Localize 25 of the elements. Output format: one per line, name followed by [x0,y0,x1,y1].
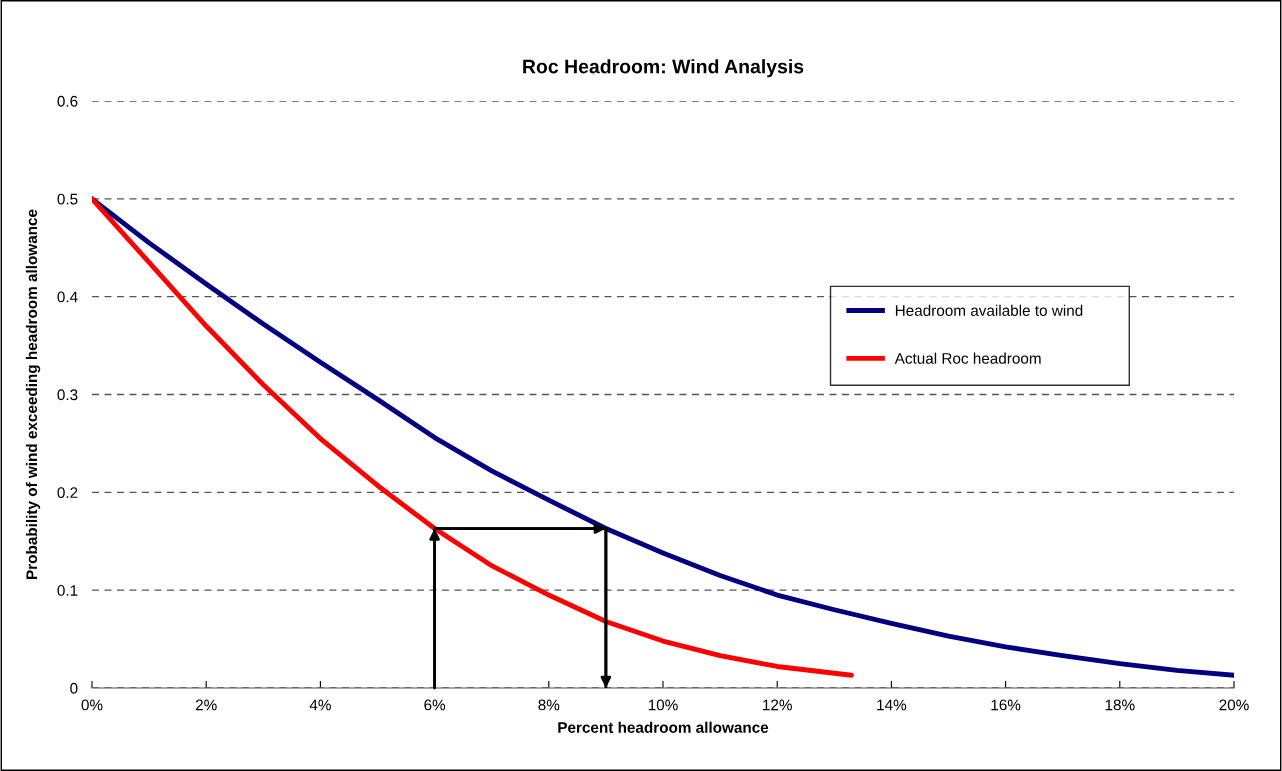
x-tick-label: 6% [424,699,446,711]
legend-label: Headroom available to wind [895,304,1083,316]
x-tick-label: 20% [1219,699,1249,711]
x-tick-label: 12% [763,699,792,711]
x-tick-label: 10% [648,699,678,711]
x-axis-title: Percent headroom allowance [558,721,769,733]
line-series [92,196,854,678]
y-tick-label: 0.1 [57,585,78,596]
legend-label: Actual Roc headroom [894,352,1041,364]
x-tick-label: 16% [991,699,1021,711]
x-tick-label: 8% [538,699,560,711]
x-tick-label: 2% [195,699,217,711]
line-series [92,196,1234,678]
x-tick-label: 4% [309,699,331,711]
y-tick-label: 0.5 [57,193,78,205]
y-axis-title: Probability of wind exceeding headroom allowance [25,209,41,579]
y-tick-label: 0 [70,682,78,694]
x-tick-label: 18% [1105,699,1135,711]
y-tick-label: 0.2 [57,487,78,499]
x-tick-label: 0% [81,699,103,711]
y-tick-label: 0.6 [57,95,78,107]
chart-title: Roc Headroom: Wind Analysis [523,59,804,78]
y-tick-label: 0.4 [57,291,78,303]
x-tick-label: 14% [877,699,907,711]
y-tick-label: 0.3 [57,389,78,401]
